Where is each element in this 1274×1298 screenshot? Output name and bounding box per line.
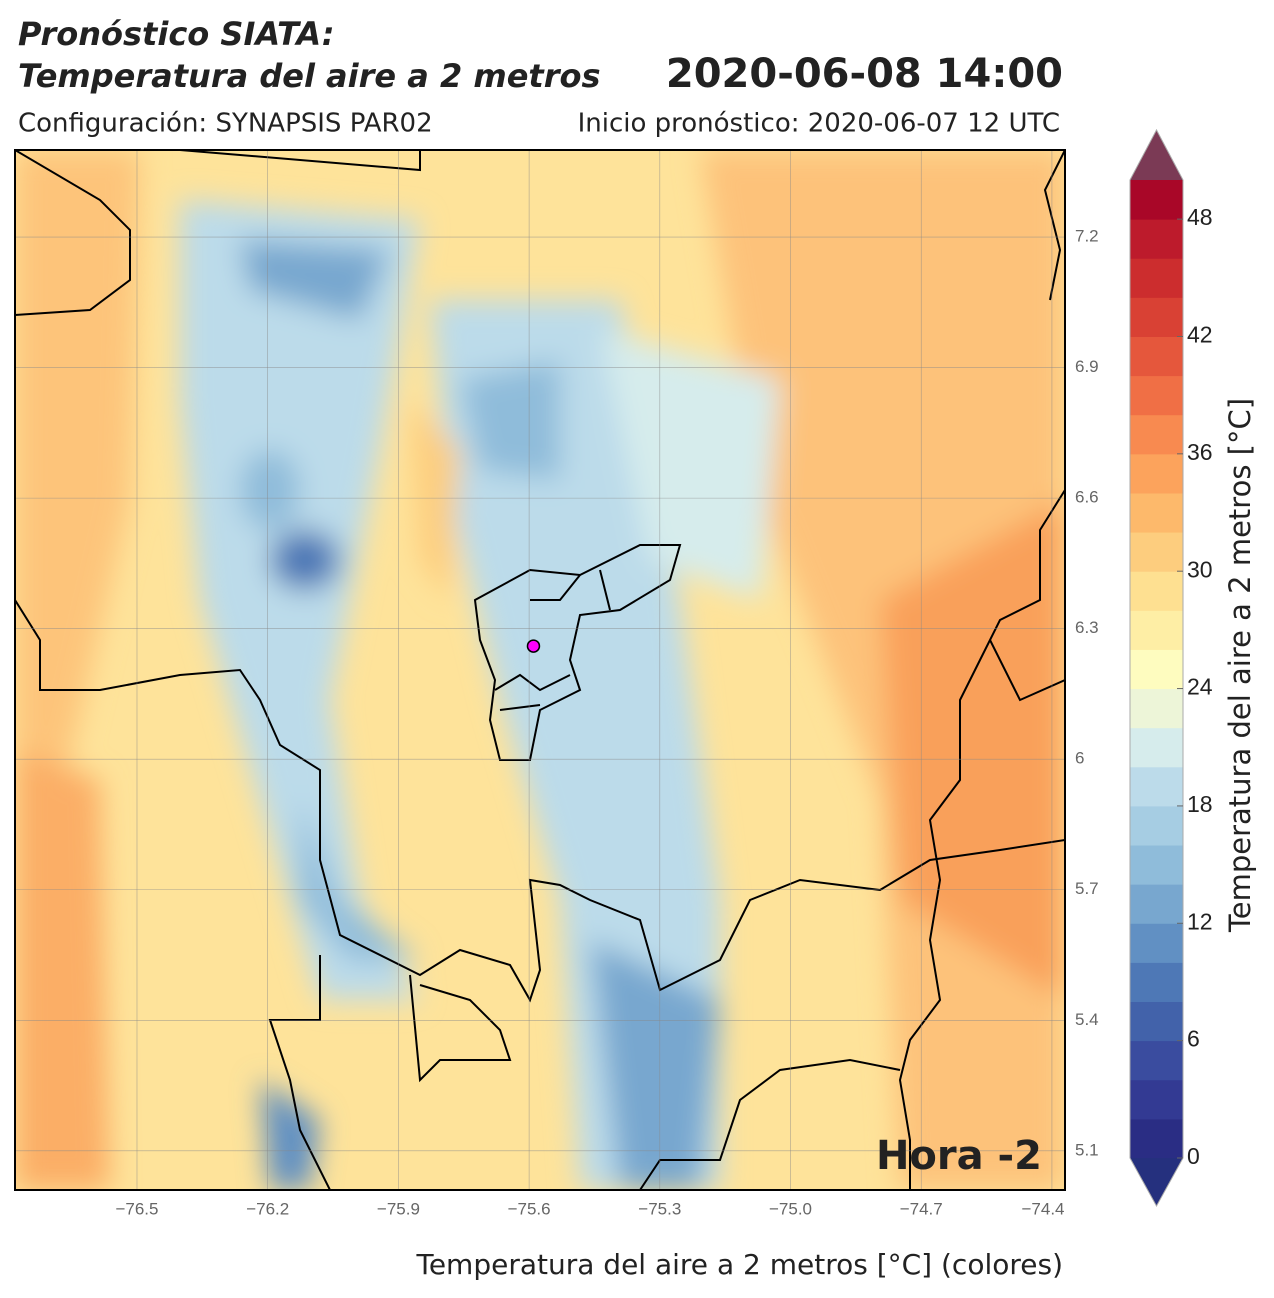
y-tick-label: 6.9: [1075, 357, 1099, 376]
config: Configuración: SYNAPSIS PAR02: [18, 109, 433, 139]
colorbar-tick-label: 36: [1187, 439, 1213, 465]
colorbar-band: [1130, 1001, 1183, 1042]
date: 2020-06-08 14:00: [666, 51, 1063, 97]
location-marker: [526, 639, 541, 653]
map-frame: [14, 149, 1066, 1191]
colorbar-band: [1130, 219, 1183, 259]
colorbar-band: [1130, 923, 1183, 963]
colorbar-band: [1130, 180, 1183, 220]
x-axis-label: Temperatura del aire a 2 metros [°C] (co…: [415, 1248, 1063, 1281]
colorbar-tick-label: 12: [1187, 908, 1213, 934]
colorbar-band: [1130, 766, 1183, 807]
x-tick-label: −75.0: [769, 1199, 812, 1218]
colorbar-band: [1130, 375, 1183, 416]
colorbar-band: [1130, 297, 1183, 337]
y-tick-label: 6: [1075, 749, 1084, 768]
x-tick-label: −75.9: [377, 1199, 420, 1218]
colorbar-tick-label: 0: [1187, 1143, 1200, 1169]
colorbar-band: [1130, 845, 1183, 885]
y-tick-label: 7.2: [1075, 227, 1099, 246]
colorbar-tick-label: 42: [1187, 322, 1213, 348]
colorbar-band: [1130, 1040, 1183, 1081]
y-tick-label: 6.6: [1075, 488, 1099, 507]
colorbar-tick-label: 30: [1187, 556, 1213, 582]
x-tick-label: −74.7: [900, 1199, 943, 1218]
x-tick-label: −75.3: [638, 1199, 681, 1218]
colorbar-over: [1130, 130, 1183, 180]
colorbar-band: [1130, 805, 1183, 846]
boundaries: [15, 150, 1065, 1190]
x-tick-label: −76.2: [246, 1199, 289, 1218]
subtitle: Temperatura del aire a 2 metros: [18, 57, 601, 95]
colorbar-band: [1130, 884, 1183, 924]
colorbar-band: [1130, 1118, 1183, 1159]
colorbar-band: [1130, 258, 1183, 298]
colorbar-tick-label: 18: [1187, 791, 1213, 817]
colorbar-band: [1130, 727, 1183, 768]
colorbar-tick-label: 6: [1187, 1026, 1200, 1052]
y-tick-label: 6.3: [1075, 618, 1099, 637]
colorbar-band: [1130, 1079, 1183, 1120]
colorbar-tick-label: 48: [1187, 204, 1213, 230]
colorbar-band: [1130, 414, 1183, 455]
colorbar-band: [1130, 688, 1183, 729]
colorbar-label: Temperatura del aire a 2 metros [°C]: [1223, 398, 1257, 933]
colorbar-band: [1130, 649, 1183, 690]
x-tick-label: −75.6: [508, 1199, 551, 1218]
x-tick-label: −76.5: [115, 1199, 158, 1218]
annotation: Hora -2: [876, 1133, 1042, 1179]
colorbar-band: [1130, 336, 1183, 377]
colorbar-under: [1130, 1158, 1183, 1206]
y-tick-label: 5.4: [1075, 1010, 1099, 1029]
colorbar-band: [1130, 492, 1183, 533]
colorbar-tick-label: 24: [1187, 674, 1213, 700]
colorbar-band: [1130, 532, 1183, 572]
colorbar-band: [1130, 571, 1183, 611]
title: Pronóstico SIATA:: [18, 15, 335, 53]
colorbar-band: [1130, 610, 1183, 650]
colorbar-band: [1130, 962, 1183, 1003]
y-tick-label: 5.1: [1075, 1140, 1099, 1159]
init: Inicio pronóstico: 2020-06-07 12 UTC: [578, 109, 1060, 139]
map: [15, 150, 1065, 1190]
x-tick-label: −74.4: [1021, 1199, 1064, 1218]
y-tick-label: 5.7: [1075, 879, 1099, 898]
colorbar-band: [1130, 453, 1183, 494]
